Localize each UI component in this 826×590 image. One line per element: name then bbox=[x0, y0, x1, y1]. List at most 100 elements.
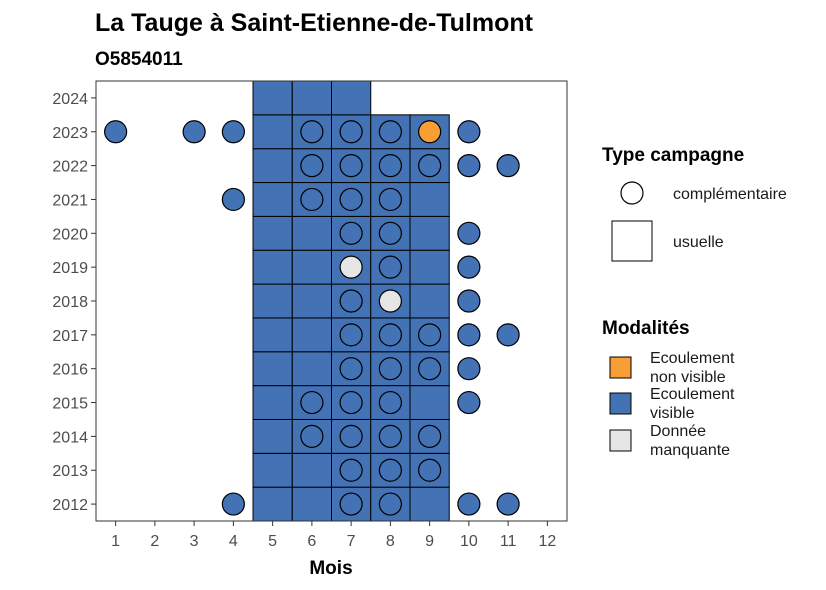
point-2022-9 bbox=[418, 154, 442, 178]
point-2012-7 bbox=[339, 492, 363, 516]
point-2013-8 bbox=[378, 458, 402, 482]
point-2019-8 bbox=[378, 255, 402, 279]
y-tick-label-2012: 2012 bbox=[52, 497, 88, 514]
x-tick-label-1: 1 bbox=[111, 533, 120, 550]
tile-2018-6 bbox=[291, 283, 332, 319]
point-2015-7 bbox=[339, 390, 363, 415]
y-tick-label-2019: 2019 bbox=[52, 260, 88, 277]
legend-color-label-1: Ecoulement visible bbox=[650, 386, 735, 422]
x-tick-label-4: 4 bbox=[229, 533, 238, 550]
tile-2016-5 bbox=[252, 351, 293, 387]
point-2023-7 bbox=[339, 120, 363, 144]
legend-color-label-0: Ecoulement non visible bbox=[650, 350, 735, 386]
point-2014-7 bbox=[339, 424, 363, 448]
point-2017-7 bbox=[339, 323, 363, 347]
complementaire-points bbox=[104, 120, 520, 516]
point-2016-9 bbox=[418, 357, 442, 381]
point-2023-10 bbox=[457, 120, 481, 144]
point-2013-9 bbox=[418, 458, 442, 482]
point-2017-9 bbox=[418, 323, 442, 347]
point-2019-10 bbox=[457, 255, 481, 279]
tile-2020-5 bbox=[252, 215, 293, 251]
tile-2019-5 bbox=[252, 249, 293, 285]
tile-2024-7 bbox=[331, 80, 372, 116]
point-2016-7 bbox=[339, 357, 363, 381]
y-tick-label-2017: 2017 bbox=[52, 328, 88, 345]
legend-shape-title: Type campagne bbox=[602, 145, 744, 166]
x-tick-label-8: 8 bbox=[386, 533, 395, 550]
point-2012-8 bbox=[378, 492, 402, 516]
legend-color-label-2: Donnée manquante bbox=[650, 423, 730, 459]
point-2022-10 bbox=[457, 154, 481, 178]
tile-2017-6 bbox=[291, 317, 332, 353]
y-tick-label-2020: 2020 bbox=[52, 226, 88, 243]
tile-2013-5 bbox=[252, 452, 293, 488]
point-2020-10 bbox=[457, 221, 481, 245]
point-2022-8 bbox=[378, 154, 402, 178]
point-2016-10 bbox=[457, 357, 481, 381]
point-2020-8 bbox=[378, 221, 402, 245]
tile-2021-5 bbox=[252, 182, 293, 217]
point-2022-7 bbox=[339, 154, 363, 178]
x-tick-label-6: 6 bbox=[307, 533, 316, 550]
legend-circle-key bbox=[620, 181, 644, 205]
y-axis: 2012 2013 2014 2015 2016 2017 2018 2019 2020 2021… bbox=[52, 91, 96, 514]
tile-2019-9 bbox=[409, 249, 450, 285]
point-2021-8 bbox=[378, 187, 402, 212]
point-2020-7 bbox=[339, 221, 363, 245]
legend-modalites: Modalités Ecoulement non visibleEcoulemen… bbox=[602, 318, 735, 459]
y-tick-label-2014: 2014 bbox=[52, 429, 88, 446]
point-2014-8 bbox=[378, 424, 402, 448]
y-tick-label-2023: 2023 bbox=[52, 125, 88, 142]
chart-title: La Tauge à Saint-Etienne-de-Tulmont bbox=[95, 9, 534, 37]
point-2017-10 bbox=[457, 323, 481, 347]
point-2012-4 bbox=[221, 492, 245, 516]
point-2023-6 bbox=[300, 120, 324, 144]
y-tick-label-2016: 2016 bbox=[52, 362, 88, 379]
tile-2023-5 bbox=[252, 114, 293, 150]
x-tick-label-9: 9 bbox=[425, 533, 434, 550]
y-tick-label-2015: 2015 bbox=[52, 396, 88, 413]
point-2014-9 bbox=[418, 424, 442, 448]
legend-shape-label-1: usuelle bbox=[673, 234, 724, 251]
tile-2015-5 bbox=[252, 385, 293, 420]
tile-2014-5 bbox=[252, 418, 293, 454]
y-tick-label-2022: 2022 bbox=[52, 159, 88, 176]
point-2015-6 bbox=[300, 390, 324, 415]
tile-2021-9 bbox=[409, 182, 450, 217]
chart-subtitle: O5854011 bbox=[95, 49, 183, 70]
tile-2018-5 bbox=[252, 283, 293, 319]
point-2014-6 bbox=[300, 424, 324, 448]
x-tick-label-3: 3 bbox=[190, 533, 199, 550]
legend-shape-label-0: complémentaire bbox=[673, 186, 787, 203]
tile-2017-5 bbox=[252, 317, 293, 353]
tile-2019-6 bbox=[291, 249, 332, 285]
x-tick-label-7: 7 bbox=[347, 533, 356, 550]
point-2022-6 bbox=[300, 154, 324, 178]
tile-2018-9 bbox=[409, 283, 450, 319]
point-2012-10 bbox=[457, 492, 481, 516]
point-2017-8 bbox=[378, 323, 402, 347]
point-2019-7 bbox=[339, 255, 363, 279]
legend-color-key-2 bbox=[609, 429, 632, 452]
point-2018-10 bbox=[457, 289, 481, 313]
point-2016-8 bbox=[378, 357, 402, 381]
point-2023-9 bbox=[418, 120, 442, 144]
point-2018-7 bbox=[339, 289, 363, 313]
point-2023-4 bbox=[221, 120, 245, 144]
point-2013-7 bbox=[339, 458, 363, 482]
x-tick-label-12: 12 bbox=[538, 533, 556, 550]
point-2022-11 bbox=[496, 154, 520, 178]
y-tick-label-2013: 2013 bbox=[52, 463, 88, 480]
y-tick-label-2024: 2024 bbox=[52, 91, 88, 108]
legend-color-key-1 bbox=[609, 392, 632, 415]
y-tick-label-2021: 2021 bbox=[52, 192, 88, 209]
tile-2016-6 bbox=[291, 351, 332, 387]
tile-2020-6 bbox=[291, 215, 332, 251]
point-2021-6 bbox=[300, 187, 324, 212]
tile-2022-5 bbox=[252, 148, 293, 184]
legend-color-key-0 bbox=[609, 356, 632, 379]
point-2012-11 bbox=[496, 492, 520, 516]
y-tick-label-2018: 2018 bbox=[52, 294, 88, 311]
